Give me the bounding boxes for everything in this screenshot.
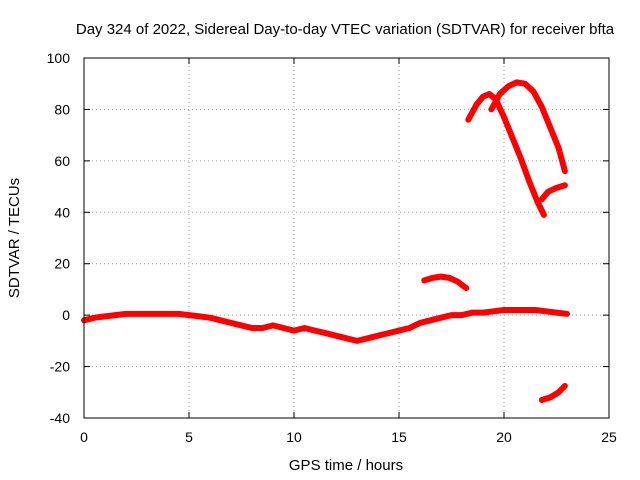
series-main-track bbox=[81, 307, 570, 344]
y-tick-label-0: -40 bbox=[50, 410, 70, 426]
y-axis-label: SDTVAR / TECUs bbox=[6, 178, 23, 298]
series-layer bbox=[81, 79, 570, 403]
y-tick-label-6: 80 bbox=[54, 101, 70, 117]
chart-title: Day 324 of 2022, Sidereal Day-to-day VTE… bbox=[76, 21, 615, 38]
x-axis-label: GPS time / hours bbox=[289, 457, 403, 474]
x-tick-label-1: 5 bbox=[185, 429, 193, 445]
grid-layer bbox=[84, 58, 609, 418]
y-tick-label-4: 40 bbox=[54, 204, 70, 220]
tick-layer: 0 5 10 15 20 25 -40 -20 0 20 40 60 80 100 bbox=[47, 50, 617, 445]
plot-frame bbox=[83, 57, 610, 419]
series-hump bbox=[421, 273, 470, 292]
x-tick-label-3: 15 bbox=[391, 429, 407, 445]
y-tick-label-1: -20 bbox=[50, 359, 70, 375]
x-tick-label-5: 25 bbox=[601, 429, 617, 445]
series-arc-1 bbox=[465, 91, 547, 218]
series-tail-lower bbox=[538, 382, 568, 403]
series-tail-upper bbox=[538, 182, 568, 203]
y-tick-label-2: 0 bbox=[62, 307, 70, 323]
x-tick-label-0: 0 bbox=[80, 429, 88, 445]
x-tick-label-4: 20 bbox=[496, 429, 512, 445]
series-arc-2 bbox=[488, 79, 568, 175]
x-tick-label-2: 10 bbox=[286, 429, 302, 445]
y-tick-label-3: 20 bbox=[54, 256, 70, 272]
y-tick-label-5: 60 bbox=[54, 153, 70, 169]
y-tick-label-7: 100 bbox=[47, 50, 71, 66]
